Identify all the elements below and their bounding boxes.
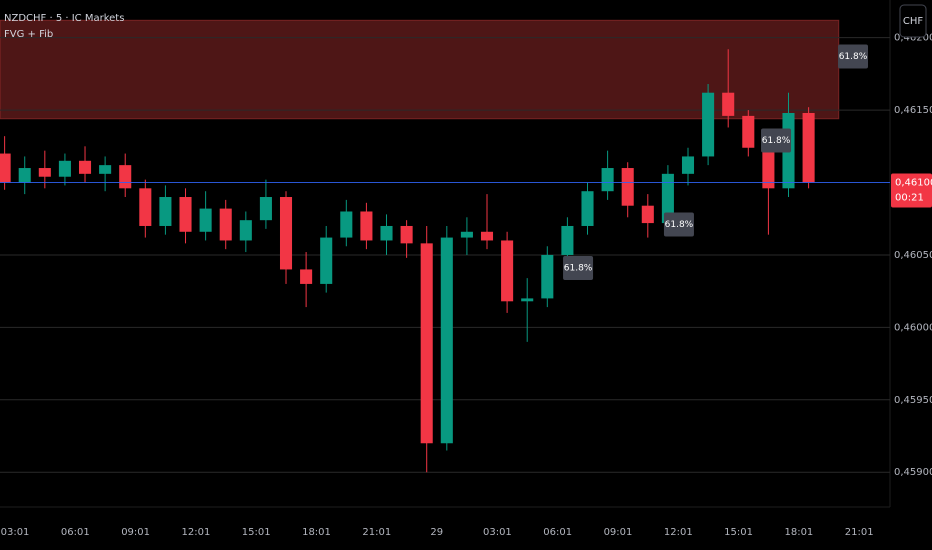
x-tick-label: 21:01 [362, 527, 391, 538]
candle-body [159, 197, 172, 226]
candle-body [541, 254, 554, 299]
fib-label-box [563, 255, 594, 280]
y-tick-label: 0,46050 [894, 250, 932, 261]
candle-body [561, 225, 574, 255]
candle-body [279, 197, 293, 270]
x-tick-label: 15:01 [724, 527, 753, 538]
candle-body [681, 156, 695, 174]
candle-body [621, 168, 634, 206]
fib-label-box [663, 212, 694, 237]
candle-body [742, 115, 755, 148]
currency-label[interactable]: CHF [903, 16, 924, 27]
candle-body [139, 188, 152, 226]
x-tick-label: 03:01 [483, 527, 512, 538]
candle-body [0, 153, 11, 183]
fib-label-box [838, 44, 869, 69]
x-tick-label: 29 [430, 527, 443, 538]
candle-body [762, 147, 775, 189]
fib-label: 61.8% [762, 136, 791, 146]
candle-body [722, 92, 735, 116]
candle-body [179, 197, 192, 232]
fib-label: 61.8% [564, 263, 593, 273]
x-tick-label: 06:01 [543, 527, 572, 538]
candle-body [199, 208, 212, 232]
candle-body [38, 168, 51, 177]
x-tick-label: 09:01 [604, 527, 633, 538]
y-tick-label: 0,45950 [894, 395, 932, 406]
x-tick-label: 18:01 [302, 527, 331, 538]
fvg-zone [0, 19, 840, 120]
candle-body [340, 211, 353, 238]
candle-body [78, 160, 92, 174]
candle-body [18, 168, 31, 183]
candle-body [581, 191, 594, 226]
fib-label: 61.8% [665, 220, 694, 230]
currency-button[interactable] [899, 4, 927, 38]
candle-body [320, 237, 333, 284]
candle-body [601, 168, 614, 192]
candle-body [501, 240, 514, 302]
candle-body [99, 165, 112, 174]
candle-body [58, 160, 71, 177]
candle-body [702, 92, 715, 157]
candle-body [521, 298, 534, 302]
countdown-label: 00:21 [895, 193, 924, 204]
x-tick-label: 12:01 [664, 527, 693, 538]
y-tick-label: 0,46200 [894, 33, 932, 44]
candle-body [360, 211, 373, 241]
candle-body [239, 220, 252, 241]
x-tick-label: 12:01 [181, 527, 210, 538]
y-tick-label: 0,46150 [894, 105, 932, 116]
candle-body [480, 231, 494, 241]
candle-body [641, 205, 654, 224]
x-tick-label: 15:01 [242, 527, 271, 538]
fib-label: 61.8% [839, 52, 868, 62]
candle-body [440, 237, 453, 444]
candle-body [802, 112, 815, 183]
x-tick-label: 21:01 [845, 527, 874, 538]
x-tick-label: 06:01 [61, 527, 90, 538]
candle-body [661, 173, 674, 224]
candle-body [460, 231, 473, 238]
candle-body [400, 225, 413, 244]
candle-body [420, 243, 433, 444]
indicator-name: FVG + Fib [4, 29, 53, 40]
last-price-box [891, 173, 932, 208]
x-tick-label: 03:01 [1, 527, 30, 538]
fib-label-box [761, 128, 792, 153]
x-tick-label: 18:01 [784, 527, 813, 538]
candle-body [380, 225, 393, 241]
candle-body [119, 165, 132, 189]
candle-body [219, 208, 232, 241]
candle-body [259, 197, 272, 221]
y-tick-label: 0,46000 [894, 322, 932, 333]
x-tick-label: 09:01 [121, 527, 150, 538]
chart-title: NZDCHF · 5 · IC Markets [4, 13, 124, 24]
y-tick-label: 0,45900 [894, 467, 932, 478]
candle-body [300, 269, 313, 284]
